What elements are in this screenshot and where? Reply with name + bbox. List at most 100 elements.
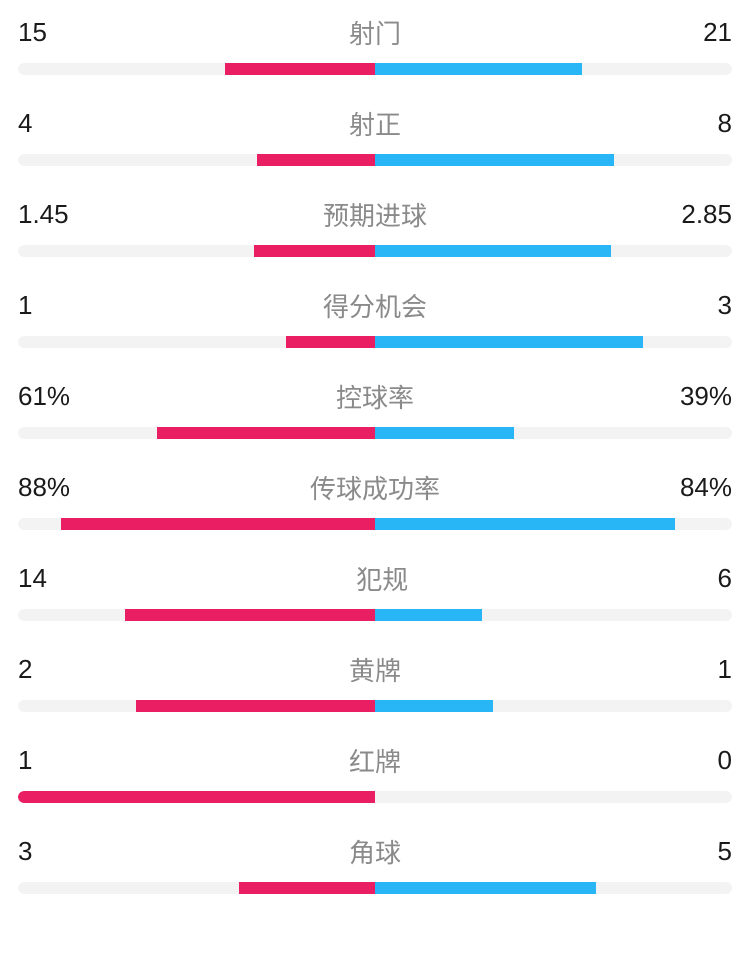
stat-bar-left-fill xyxy=(157,427,375,439)
stat-bar-right-track xyxy=(375,154,732,166)
stat-label: 得分机会 xyxy=(323,287,427,324)
stat-bar-right-fill xyxy=(375,700,493,712)
stat-value-left: 61% xyxy=(18,381,70,412)
stat-header: 1 红牌 0 xyxy=(18,742,732,779)
stat-label: 控球率 xyxy=(336,378,414,415)
stat-bar-container xyxy=(18,427,732,439)
stat-bar-left-track xyxy=(18,63,375,75)
stat-header: 88% 传球成功率 84% xyxy=(18,469,732,506)
stat-row: 1 得分机会 3 xyxy=(18,287,732,348)
stat-bar-left-fill xyxy=(18,791,375,803)
stat-bar-container xyxy=(18,63,732,75)
stat-value-right: 6 xyxy=(718,563,732,594)
stat-row: 14 犯规 6 xyxy=(18,560,732,621)
stat-value-right: 1 xyxy=(718,654,732,685)
stat-header: 2 黄牌 1 xyxy=(18,651,732,688)
stat-bar-right-track xyxy=(375,336,732,348)
stat-header: 14 犯规 6 xyxy=(18,560,732,597)
stat-value-right: 8 xyxy=(718,108,732,139)
stat-bar-left-track xyxy=(18,336,375,348)
stat-bar-left-track xyxy=(18,700,375,712)
stat-label: 犯规 xyxy=(356,560,408,597)
stat-header: 61% 控球率 39% xyxy=(18,378,732,415)
stat-bar-container xyxy=(18,791,732,803)
stat-value-left: 2 xyxy=(18,654,32,685)
stat-value-left: 1 xyxy=(18,290,32,321)
stat-bar-left-track xyxy=(18,245,375,257)
stat-row: 15 射门 21 xyxy=(18,14,732,75)
stat-value-right: 39% xyxy=(680,381,732,412)
stat-bar-left-track xyxy=(18,427,375,439)
stat-header: 1 得分机会 3 xyxy=(18,287,732,324)
stat-bar-left-fill xyxy=(61,518,375,530)
stat-label: 射门 xyxy=(349,14,401,51)
stat-header: 15 射门 21 xyxy=(18,14,732,51)
stat-bar-container xyxy=(18,882,732,894)
stat-bar-container xyxy=(18,245,732,257)
stat-label: 角球 xyxy=(349,833,401,870)
stat-value-right: 0 xyxy=(718,745,732,776)
stat-bar-right-track xyxy=(375,245,732,257)
stat-bar-container xyxy=(18,336,732,348)
stat-bar-container xyxy=(18,154,732,166)
stat-bar-left-track xyxy=(18,154,375,166)
stat-bar-left-fill xyxy=(254,245,375,257)
stat-bar-container xyxy=(18,518,732,530)
stat-header: 4 射正 8 xyxy=(18,105,732,142)
stat-header: 3 角球 5 xyxy=(18,833,732,870)
stat-row: 88% 传球成功率 84% xyxy=(18,469,732,530)
stat-value-right: 3 xyxy=(718,290,732,321)
stat-bar-right-fill xyxy=(375,427,514,439)
stat-bar-right-fill xyxy=(375,336,643,348)
match-stats-list: 15 射门 21 4 射正 8 1.45 xyxy=(18,14,732,894)
stat-value-left: 14 xyxy=(18,563,47,594)
stat-value-right: 5 xyxy=(718,836,732,867)
stat-bar-right-track xyxy=(375,700,732,712)
stat-bar-left-track xyxy=(18,609,375,621)
stat-value-left: 88% xyxy=(18,472,70,503)
stat-row: 4 射正 8 xyxy=(18,105,732,166)
stat-header: 1.45 预期进球 2.85 xyxy=(18,196,732,233)
stat-label: 红牌 xyxy=(349,742,401,779)
stat-bar-right-fill xyxy=(375,882,596,894)
stat-bar-left-track xyxy=(18,791,375,803)
stat-bar-right-track xyxy=(375,791,732,803)
stat-bar-left-fill xyxy=(239,882,375,894)
stat-label: 传球成功率 xyxy=(310,469,440,506)
stat-value-left: 1 xyxy=(18,745,32,776)
stat-label: 黄牌 xyxy=(349,651,401,688)
stat-bar-left-fill xyxy=(125,609,375,621)
stat-value-left: 1.45 xyxy=(18,199,69,230)
stat-value-right: 21 xyxy=(703,17,732,48)
stat-value-right: 84% xyxy=(680,472,732,503)
stat-row: 2 黄牌 1 xyxy=(18,651,732,712)
stat-value-left: 4 xyxy=(18,108,32,139)
stat-value-left: 3 xyxy=(18,836,32,867)
stat-row: 61% 控球率 39% xyxy=(18,378,732,439)
stat-bar-left-fill xyxy=(286,336,375,348)
stat-bar-right-track xyxy=(375,63,732,75)
stat-bar-right-fill xyxy=(375,518,675,530)
stat-row: 3 角球 5 xyxy=(18,833,732,894)
stat-value-right: 2.85 xyxy=(681,199,732,230)
stat-bar-right-track xyxy=(375,427,732,439)
stat-bar-right-fill xyxy=(375,245,611,257)
stat-bar-right-fill xyxy=(375,63,582,75)
stat-bar-right-fill xyxy=(375,154,614,166)
stat-row: 1.45 预期进球 2.85 xyxy=(18,196,732,257)
stat-bar-left-track xyxy=(18,882,375,894)
stat-bar-left-track xyxy=(18,518,375,530)
stat-bar-left-fill xyxy=(136,700,375,712)
stat-bar-left-fill xyxy=(257,154,375,166)
stat-bar-right-fill xyxy=(375,609,482,621)
stat-bar-right-track xyxy=(375,882,732,894)
stat-bar-right-track xyxy=(375,518,732,530)
stat-bar-container xyxy=(18,609,732,621)
stat-bar-right-track xyxy=(375,609,732,621)
stat-bar-container xyxy=(18,700,732,712)
stat-label: 预期进球 xyxy=(323,196,427,233)
stat-value-left: 15 xyxy=(18,17,47,48)
stat-label: 射正 xyxy=(349,105,401,142)
stat-bar-left-fill xyxy=(225,63,375,75)
stat-row: 1 红牌 0 xyxy=(18,742,732,803)
